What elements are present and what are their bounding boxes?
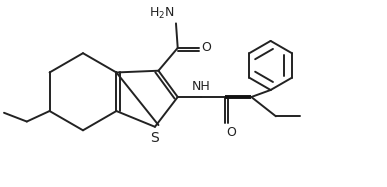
Text: S: S [151, 131, 159, 145]
Text: H$_2$N: H$_2$N [149, 5, 174, 21]
Text: O: O [226, 126, 236, 139]
Text: O: O [202, 41, 211, 54]
Text: NH: NH [192, 80, 211, 93]
